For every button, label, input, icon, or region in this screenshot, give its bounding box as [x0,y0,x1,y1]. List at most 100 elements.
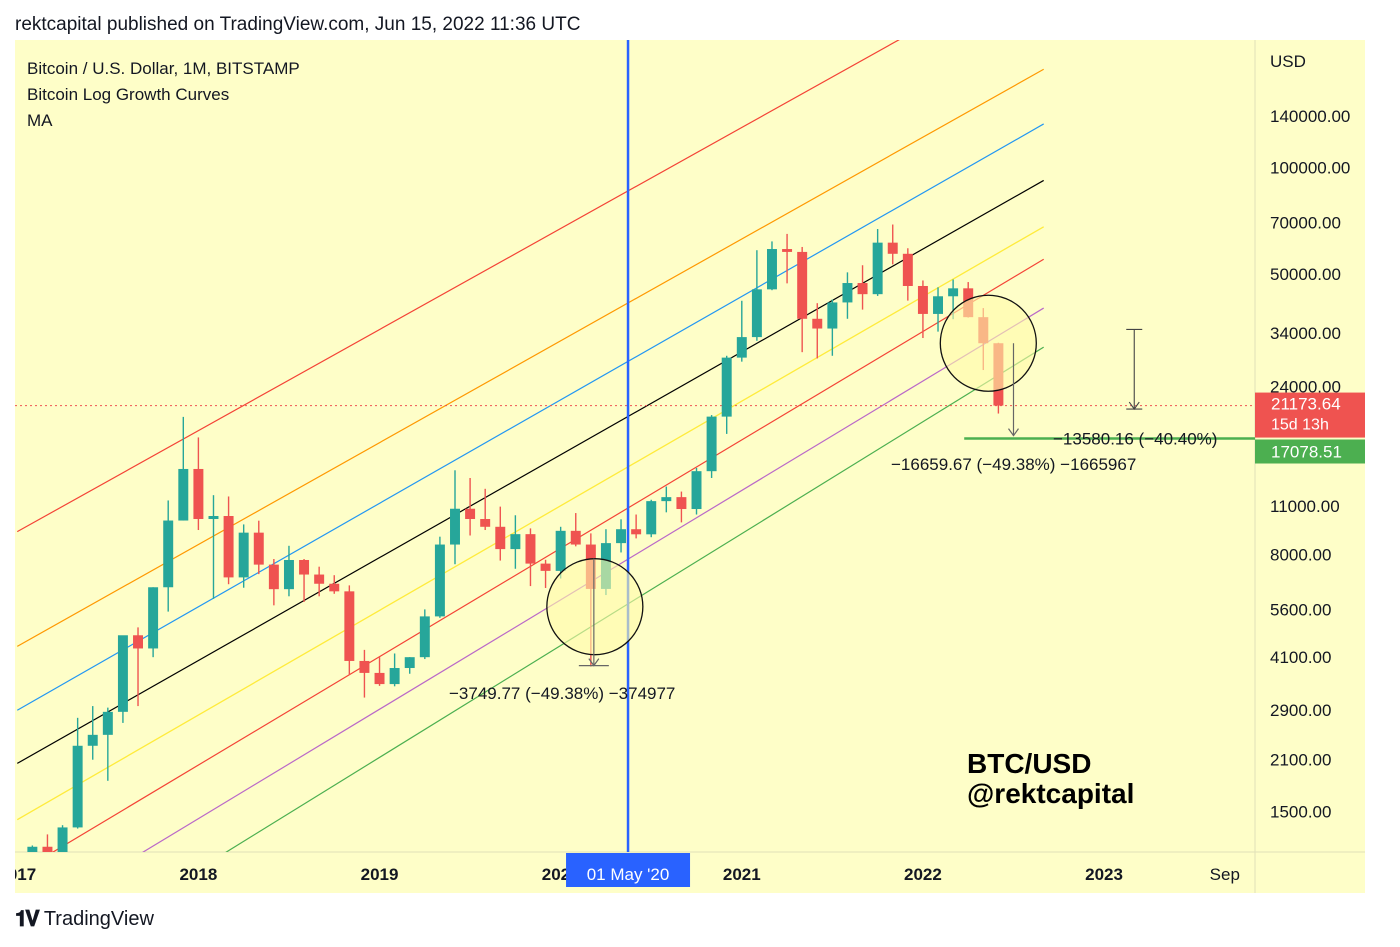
legend-symbol[interactable]: Bitcoin / U.S. Dollar, 1M, BITSTAMP [27,59,300,78]
current-price-tag [1255,392,1365,438]
candle-body [374,672,385,685]
candle-body [495,526,506,550]
candle-body [948,288,959,297]
candle-body [329,583,340,592]
current-price-value: 21173.64 [1271,395,1341,414]
candle-body [721,357,732,417]
candle-body [887,242,898,254]
candle-body [344,591,355,661]
price-tick-label: 5600.00 [1270,600,1331,619]
time-tick-label: 2022 [904,865,942,884]
candle-body [872,242,883,295]
candle-body [933,296,943,314]
annotation-label-2: −3749.77 (−49.38%) −374977 [449,684,675,703]
candle-body [570,530,581,545]
candle-body [117,635,128,712]
growth-curve-4 [16,226,1045,821]
candle-body [917,285,928,314]
candle-body [510,534,521,550]
candle-body [540,563,551,571]
candle-body [314,574,325,584]
time-tick-label: 2017 [15,865,36,884]
price-tick-label: 50000.00 [1270,265,1341,284]
growth-curve-6 [142,307,1044,852]
crosshair-time-tag [566,853,691,887]
growth-curve-2 [16,123,1044,711]
price-tick-label: 24000.00 [1270,377,1341,396]
tradingview-logo-icon: 𝟏𝐕 [15,906,40,931]
candle-body [797,251,808,319]
candle-body [827,302,838,329]
candle-body [87,734,98,746]
candle-body [419,616,430,658]
range-arrow-head [1128,401,1140,410]
legend-indicator[interactable]: Bitcoin Log Growth Curves [27,85,230,104]
candle-body [706,416,717,472]
crosshair-time-label: 01 May '20 [587,865,670,884]
annotation-label-0: −13580.16 (−40.40%) [1053,430,1217,449]
candle-body [812,318,823,329]
plot-background [15,40,1255,852]
candle-body [631,529,642,535]
time-tick-label: 2021 [723,865,761,884]
candle-body [661,497,672,502]
candle-body [299,559,310,575]
time-tick-label: 2019 [361,865,399,884]
candle-body [389,668,400,685]
time-tick-label: Sep [1210,865,1240,884]
price-chart[interactable]: −13580.16 (−40.40%) −16659.67 (−49.38%) −… [15,40,1365,893]
price-tick-label: 100000.00 [1270,159,1350,178]
price-tick-label: 1500.00 [1270,802,1331,821]
candle-body [163,520,174,588]
candle-body [253,532,264,565]
candle-body [42,846,53,852]
candle-body [857,283,868,295]
candle-body [450,508,460,545]
time-tick-label: 2018 [179,865,217,884]
annotation-label-1: −16659.67 (−49.38%) −1665967 [891,455,1136,474]
price-tick-label: 2900.00 [1270,701,1331,720]
plot-layer: −13580.16 (−40.40%) −16659.67 (−49.38%) −… [15,40,1255,852]
tradingview-footer[interactable]: 𝟏𝐕 TradingView [15,906,154,932]
candle-body [842,283,853,303]
price-tick-label: 2100.00 [1270,751,1331,770]
candle-body [676,497,687,510]
price-axis-unit: USD [1270,52,1306,71]
measure-arrow-2020-head [588,658,600,667]
candle-body [133,635,143,649]
candle-body [223,516,234,578]
candle-body [178,468,189,521]
candle-body [736,337,747,358]
current-highlight-circle [939,294,1037,392]
candle-body [359,660,370,673]
candle-body [193,468,204,520]
publisher-line: rektcapital published on TradingView.com… [15,14,581,35]
candle-body [283,559,294,590]
footer-brand: TradingView [43,907,154,930]
candle-body [782,249,793,252]
candle-body [434,544,445,617]
candle-body [238,532,249,578]
growth-curve-0 [16,40,900,533]
candle-body [691,471,702,510]
candle-body [404,657,415,669]
candle-body [767,249,777,290]
legend-ma[interactable]: MA [27,111,53,130]
chart-legend: Bitcoin / U.S. Dollar, 1M, BITSTAMP Bitc… [27,56,300,134]
time-tick-label: 2023 [1085,865,1123,884]
candle-body [525,534,536,564]
watermark-author: @rektcapital [967,778,1134,809]
price-tick-label: 8000.00 [1270,546,1331,565]
target-price-tag [1255,439,1365,464]
candle-body [268,564,279,590]
candle-body [27,846,38,852]
candle-body [208,516,219,520]
candle-body [902,253,913,286]
candle-body [102,711,113,735]
growth-curve-3 [16,179,1044,764]
chart-canvas[interactable]: −13580.16 (−40.40%) −16659.67 (−49.38%) −… [15,40,1365,893]
price-tick-label: 4100.00 [1270,648,1331,667]
growth-curve-1 [16,68,1044,647]
price-tick-label: 70000.00 [1270,213,1341,232]
price-tick-label: 11000.00 [1270,497,1340,516]
